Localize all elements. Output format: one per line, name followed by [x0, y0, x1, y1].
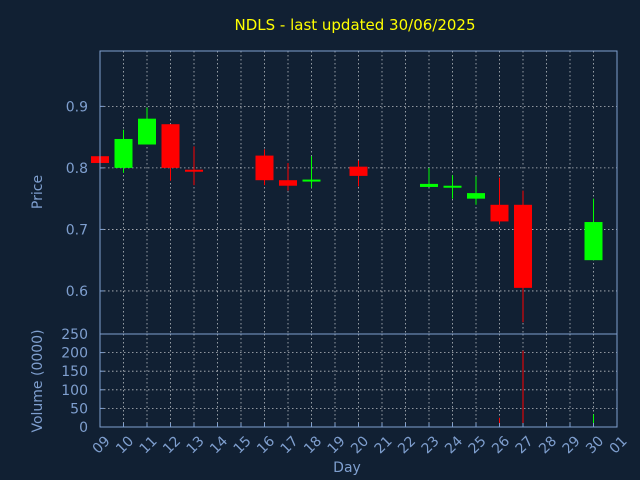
price-y-tick-label: 0.6: [66, 284, 88, 300]
candle-30: [584, 198, 603, 261]
volume-y-tick-label: 100: [61, 383, 88, 399]
candle-body: [114, 138, 133, 168]
candle-12: [161, 124, 180, 181]
chart-title: NDLS - last updated 30/06/2025: [234, 16, 475, 34]
candle-body: [443, 185, 462, 188]
candle-body: [514, 204, 532, 288]
candle-25: [467, 176, 485, 205]
price-y-tick-label: 0.7: [66, 222, 88, 238]
candle-17: [279, 162, 297, 191]
candle-body: [302, 179, 321, 182]
candle-body: [584, 222, 603, 261]
candle-body: [138, 118, 156, 145]
candle-body: [161, 124, 180, 168]
price-panel: 0.6 0.7 0.8 0.9: [66, 50, 618, 335]
volume-y-tick-label: 200: [61, 346, 88, 362]
candle-body: [185, 169, 203, 172]
price-y-tick-label: 0.9: [66, 99, 88, 115]
candle-body: [467, 193, 485, 199]
candle-16: [255, 149, 274, 186]
candle-11: [138, 107, 156, 145]
candle-body: [349, 166, 368, 176]
volume-axis-label: Volume (0000): [30, 329, 46, 432]
candle-10: [114, 129, 133, 173]
candle-20: [349, 160, 368, 187]
candle-body: [420, 183, 438, 187]
volume-y-tick-label: 150: [61, 364, 88, 380]
volume-panel: 0 50 100 150 200 250: [61, 327, 618, 436]
candle-body: [255, 155, 274, 181]
candle-23: [420, 167, 438, 187]
candle-body: [490, 204, 509, 222]
candle-body: [279, 180, 297, 186]
candle-26: [490, 177, 509, 225]
price-y-tick-label: 0.8: [66, 161, 88, 177]
candle-24: [443, 175, 462, 199]
price-axis-label: Price: [30, 175, 46, 209]
volume-y-tick-label: 250: [61, 327, 88, 343]
candle-13: [185, 146, 203, 186]
candle-18: [302, 156, 321, 188]
candle-27: [514, 190, 532, 323]
volume-y-tick-label: 50: [70, 401, 88, 417]
volume-y-tick-label: 0: [79, 420, 88, 436]
x-axis-label: Day: [333, 460, 361, 476]
